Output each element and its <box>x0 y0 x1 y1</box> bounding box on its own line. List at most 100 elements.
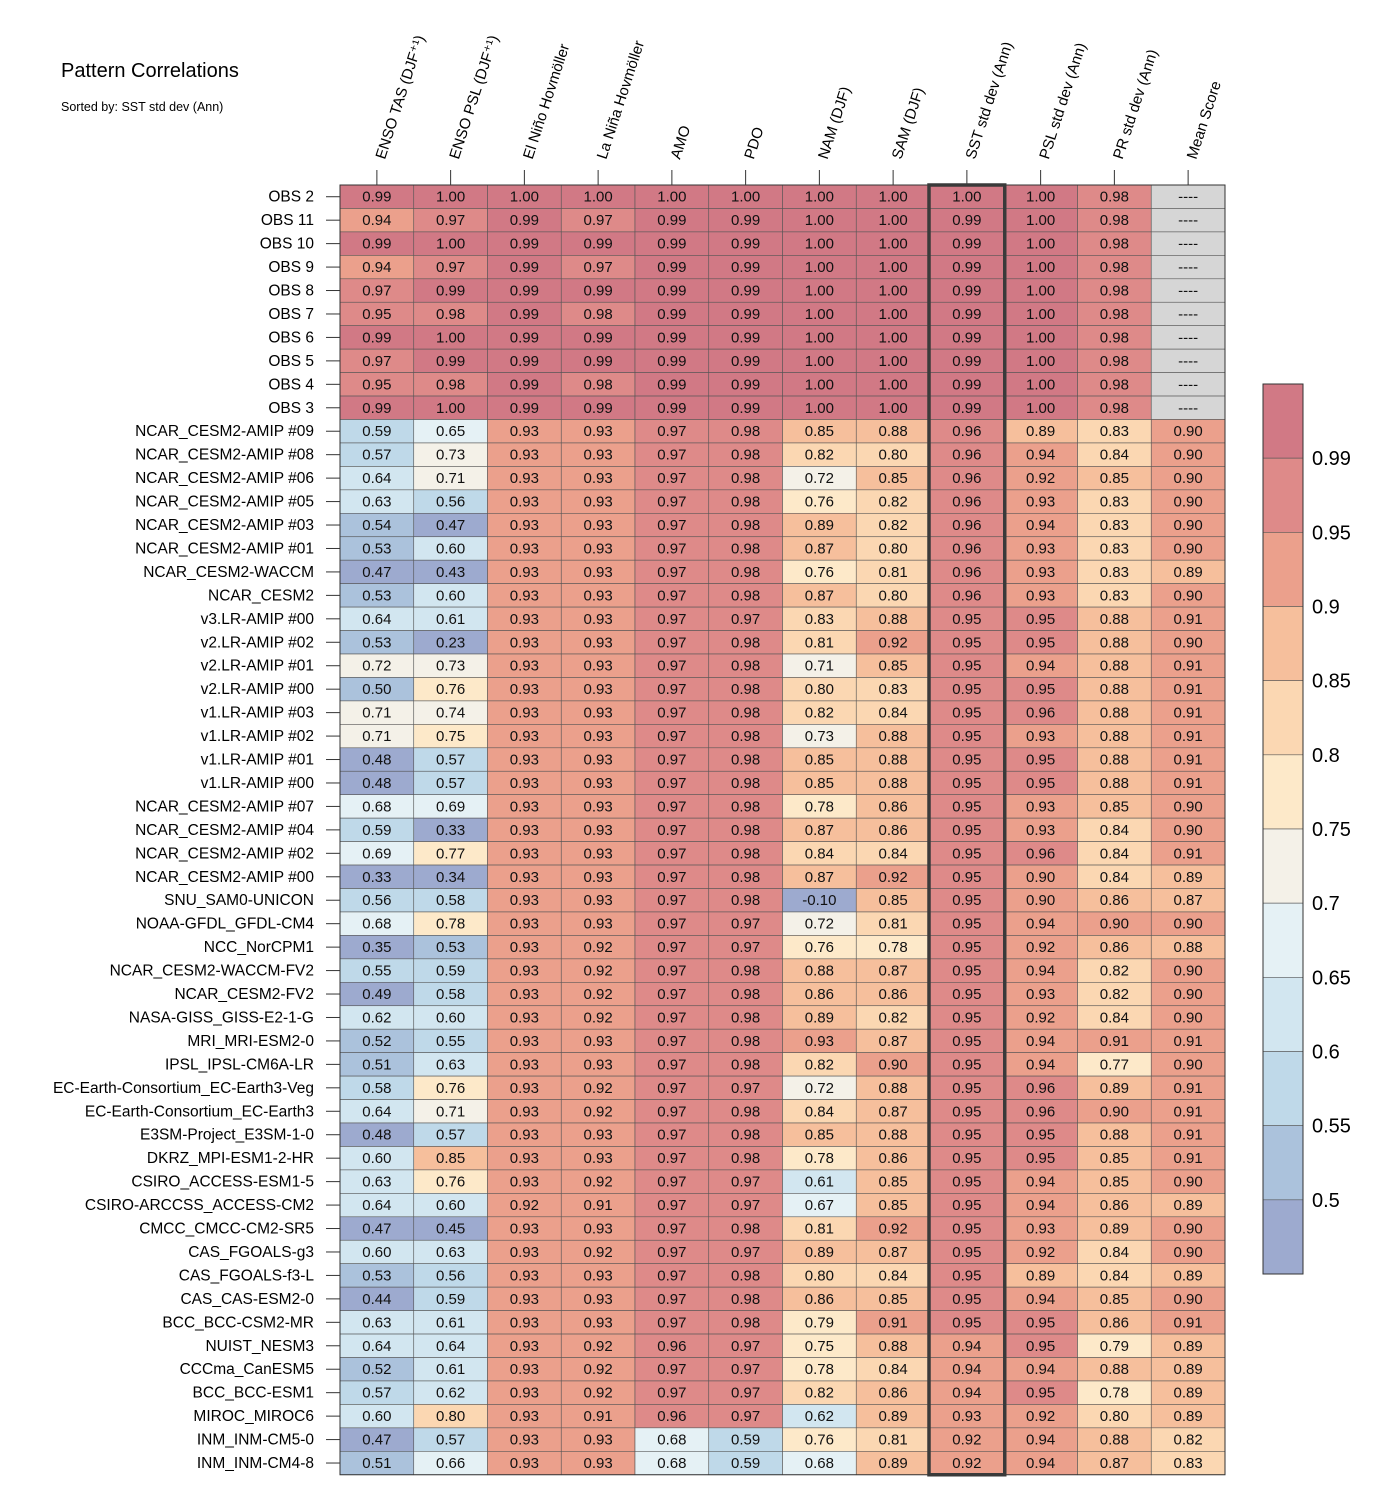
cell-value-label: 0.71 <box>436 1103 465 1120</box>
cell-value-label: 0.97 <box>657 494 686 511</box>
cell-value-label: 0.93 <box>510 775 539 792</box>
cell-value-label: 0.79 <box>805 1314 834 1331</box>
cell-value-label: 0.54 <box>362 517 391 534</box>
cell-value-label: 0.93 <box>584 423 613 440</box>
cell-value-label: 1.00 <box>879 259 908 276</box>
cell-value-label: 0.87 <box>1100 1455 1129 1472</box>
cell-value-label: 0.92 <box>1026 1009 1055 1026</box>
cell-value-label: 0.82 <box>805 1056 834 1073</box>
cell-value-label: 0.98 <box>731 1056 760 1073</box>
row-label: OBS 6 <box>268 329 314 346</box>
cell-value-label: 1.00 <box>1026 236 1055 253</box>
cell-value-label: 0.89 <box>1174 1267 1203 1284</box>
cell-value-label: 0.92 <box>584 939 613 956</box>
cell-value-label: 1.00 <box>436 189 465 206</box>
cell-value-label: 0.59 <box>362 423 391 440</box>
cell-value-label: 0.93 <box>584 634 613 651</box>
cell-value-label: 0.61 <box>436 1361 465 1378</box>
row-label: NCAR_CESM2-AMIP #07 <box>135 798 314 815</box>
cell-value-label: 0.89 <box>805 517 834 534</box>
cell-value-label: 0.64 <box>362 611 391 628</box>
colorbar-tick-label: 0.6 <box>1312 1042 1340 1064</box>
cell-value-label: 0.84 <box>1100 822 1129 839</box>
cell-value-label: 1.00 <box>1026 329 1055 346</box>
cell-value-label: 0.93 <box>584 1033 613 1050</box>
cell-value-label: 0.65 <box>436 423 465 440</box>
cell-value-label: 0.86 <box>879 822 908 839</box>
cell-value-label: 0.84 <box>1100 869 1129 886</box>
cell-value-label: 0.71 <box>805 658 834 675</box>
cell-value-label: 0.97 <box>436 212 465 229</box>
cell-value-label: 0.53 <box>362 1267 391 1284</box>
cell-value-label: 0.88 <box>1100 752 1129 769</box>
cell-value-label: 1.00 <box>1026 212 1055 229</box>
cell-value-label: 0.97 <box>657 540 686 557</box>
cell-value-label: 0.97 <box>657 705 686 722</box>
cell-value-label: 0.99 <box>362 329 391 346</box>
column-label: La Niña Hovmöller <box>594 39 648 162</box>
cell-value-label: 0.90 <box>1174 494 1203 511</box>
cell-value-label: 0.94 <box>362 212 391 229</box>
cell-value-label: 0.99 <box>952 353 981 370</box>
cell-value-label: 0.98 <box>1100 259 1129 276</box>
cell-value-label: 1.00 <box>1026 259 1055 276</box>
cell-value-label: 0.92 <box>879 1221 908 1238</box>
cell-value-label: 0.82 <box>1100 986 1129 1003</box>
cell-value-label: 0.94 <box>1026 1361 1055 1378</box>
cell-value-label: 0.93 <box>510 423 539 440</box>
cell-value-label: 0.97 <box>657 1385 686 1402</box>
cell-value-label: 0.96 <box>952 447 981 464</box>
cell-value-label: 0.34 <box>436 869 465 886</box>
cell-value-label: 0.94 <box>1026 1197 1055 1214</box>
cell-value-label: 0.99 <box>952 259 981 276</box>
cell-value-label: 1.00 <box>436 400 465 417</box>
cell-value-label: 0.97 <box>657 963 686 980</box>
cell-value-label: 0.93 <box>510 540 539 557</box>
cell-value-label: 0.57 <box>362 447 391 464</box>
cell-value-label: 0.93 <box>510 634 539 651</box>
cell-value-label: 0.99 <box>436 353 465 370</box>
cell-value-label: 0.93 <box>510 892 539 909</box>
row-label: IPSL_IPSL-CM6A-LR <box>165 1056 314 1073</box>
cell-value-label: 0.59 <box>731 1432 760 1449</box>
cell-value-label: 0.72 <box>805 470 834 487</box>
cell-value-label: 0.93 <box>510 963 539 980</box>
cell-value-label: 0.93 <box>584 1291 613 1308</box>
cell-value-label: 0.93 <box>510 658 539 675</box>
cell-value-label: 0.88 <box>1100 634 1129 651</box>
cell-value-label: 1.00 <box>1026 306 1055 323</box>
cell-value-label: 0.88 <box>879 611 908 628</box>
cell-value-label: 0.97 <box>657 1009 686 1026</box>
cell-value-label: 0.89 <box>1174 1197 1203 1214</box>
cell-value-label: 0.83 <box>805 611 834 628</box>
cell-value-label: 0.95 <box>952 892 981 909</box>
cell-value-label: 0.97 <box>657 1197 686 1214</box>
cell-value-label: 0.91 <box>1174 658 1203 675</box>
cell-value-label: 0.92 <box>584 1009 613 1026</box>
cell-value-label: 0.91 <box>584 1408 613 1425</box>
cell-value-label: 1.00 <box>805 376 834 393</box>
cell-value-label: 0.90 <box>1026 869 1055 886</box>
cell-value-label: 0.95 <box>952 822 981 839</box>
cell-value-label: 0.96 <box>657 1408 686 1425</box>
cell-value-label: 1.00 <box>510 189 539 206</box>
cell-value-label: 0.90 <box>1174 1174 1203 1191</box>
cell-value-label: 0.72 <box>362 658 391 675</box>
cell-value-label: 0.99 <box>436 283 465 300</box>
cell-value-label: 1.00 <box>879 306 908 323</box>
cell-value-label: 0.90 <box>1174 634 1203 651</box>
cell-value-label: 0.93 <box>510 517 539 534</box>
cell-value-label: 0.92 <box>952 1455 981 1472</box>
cell-value-label: 0.82 <box>879 517 908 534</box>
cell-value-label: 0.93 <box>584 892 613 909</box>
cell-value-label: 1.00 <box>879 353 908 370</box>
cell-value-label: 0.88 <box>879 1338 908 1355</box>
row-label: CAS_FGOALS-f3-L <box>179 1267 315 1284</box>
column-label: AMO <box>668 123 695 161</box>
cell-value-label: 0.96 <box>1026 1103 1055 1120</box>
cell-value-label: 1.00 <box>805 353 834 370</box>
cell-value-label: 1.00 <box>1026 353 1055 370</box>
cell-value-label: 0.62 <box>805 1408 834 1425</box>
cell-value-label: 0.97 <box>731 1174 760 1191</box>
row-label: NCAR_CESM2-AMIP #04 <box>135 822 314 839</box>
